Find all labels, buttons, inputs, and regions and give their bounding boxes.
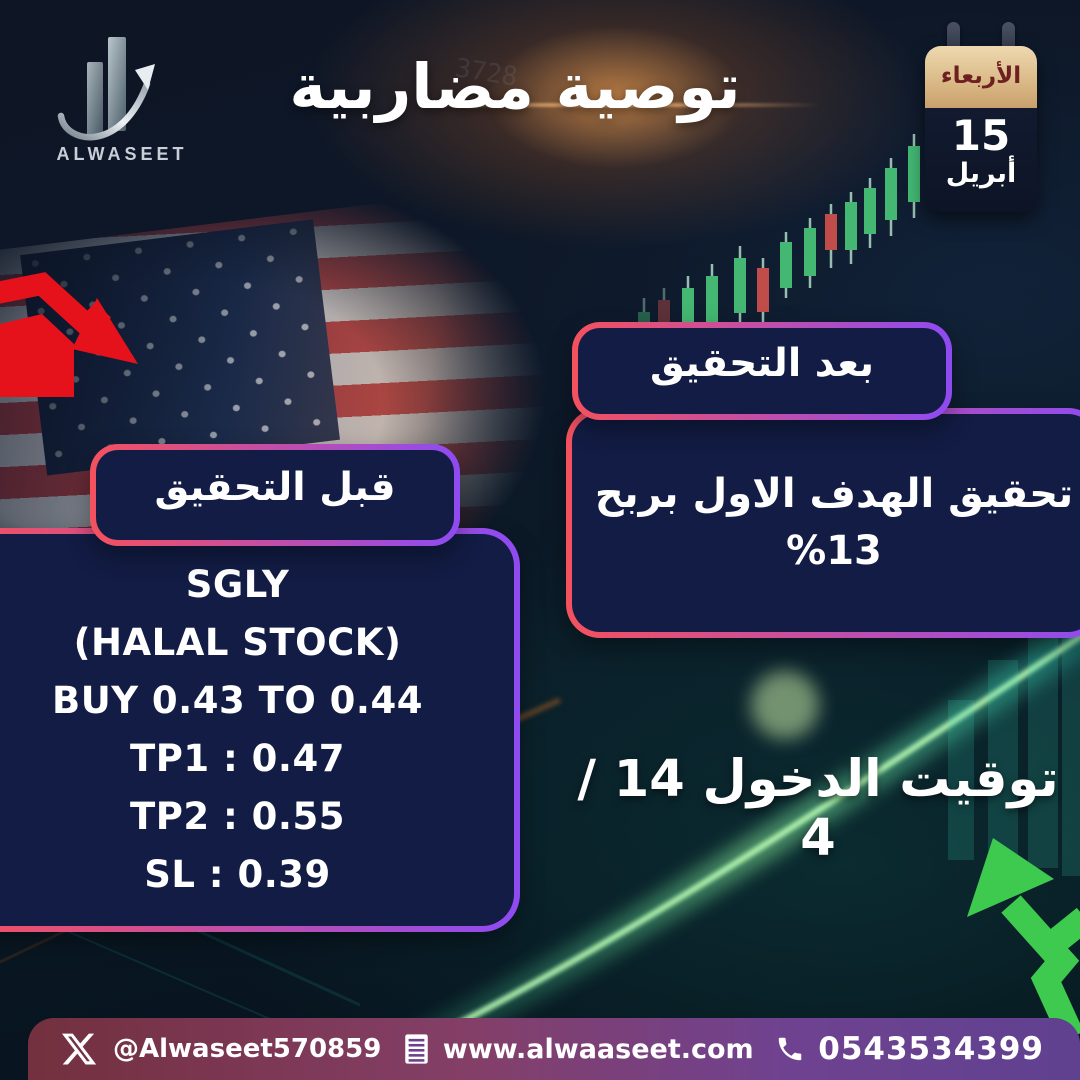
after-card: تحقيق الهدف الاول بربح %13 — [566, 408, 1080, 638]
candlestick-chart — [638, 91, 943, 366]
document-icon — [405, 1034, 428, 1064]
phone-number: 0543534399 — [818, 1031, 1044, 1067]
red-down-arrow-icon — [0, 272, 138, 397]
calendar-day: 15 — [951, 111, 1011, 160]
stop-loss: SL : 0.39 — [144, 853, 331, 896]
footer-twitter: @Alwaseet570859 — [58, 1030, 381, 1068]
website-url: www.alwaaseet.com — [442, 1033, 754, 1065]
before-badge: قبل التحقيق — [90, 444, 460, 546]
footer-website: www.alwaaseet.com — [403, 1033, 754, 1065]
twitter-handle: @Alwaseet570859 — [113, 1034, 382, 1064]
brand-logo: ALWASEET — [45, 32, 205, 172]
page-title: توصية مضاربية — [289, 50, 741, 123]
footer-bar: @Alwaseet570859 www.alwaaseet.com 054353… — [28, 1018, 1080, 1080]
green-up-arrow-icon — [967, 838, 1080, 1037]
after-result-line2: %13 — [786, 528, 882, 574]
brand-name: ALWASEET — [56, 144, 188, 164]
buy-range: BUY 0.43 TO 0.44 — [52, 679, 423, 722]
logo-bars-icon — [57, 37, 155, 141]
calendar-month: أبريل — [945, 158, 1017, 189]
x-logo-icon — [61, 1033, 97, 1065]
before-card: SGLY (HALAL STOCK) BUY 0.43 TO 0.44 TP1 … — [0, 528, 520, 932]
stock-symbol: SGLY — [185, 563, 290, 606]
lens-flare — [420, 103, 820, 107]
calendar-weekday: الأربعاء — [925, 46, 1037, 108]
footer-phone: 0543534399 — [775, 1031, 1044, 1067]
calendar-body: الأربعاء 15 أبريل — [925, 46, 1037, 212]
after-result-line1: تحقيق الهدف الاول بربح — [594, 471, 1074, 517]
after-badge: بعد التحقيق — [572, 322, 952, 420]
take-profit-2: TP2 : 0.55 — [130, 795, 345, 838]
take-profit-1: TP1 : 0.47 — [130, 737, 345, 780]
phone-icon — [779, 1037, 802, 1061]
stock-type: (HALAL STOCK) — [73, 621, 402, 664]
calendar-widget: الأربعاء 15 أبريل — [925, 22, 1037, 214]
entry-timing: توقيت الدخول 14 / 4 — [577, 750, 1059, 868]
